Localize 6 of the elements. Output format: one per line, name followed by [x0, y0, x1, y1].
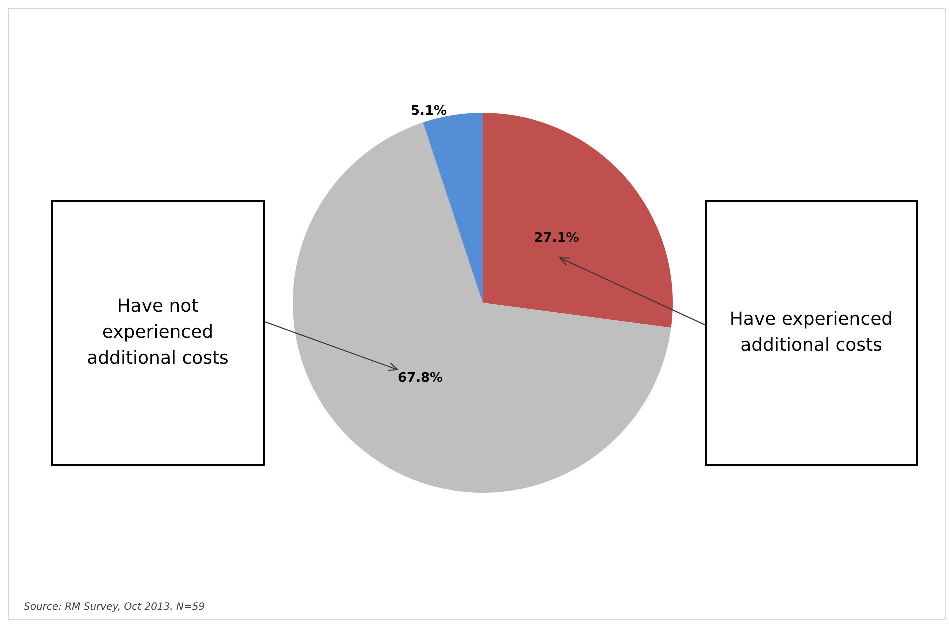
data-label: 67.8%: [398, 371, 444, 386]
slice-label: Have experienced additional costs: [705, 200, 918, 466]
source-note: Source: RM Survey, Oct 2013. N=59: [24, 602, 206, 613]
data-label: 5.1%: [410, 104, 448, 119]
slice-label: Have not experienced additional costs: [51, 200, 265, 466]
data-label: 27.1%: [534, 230, 580, 246]
